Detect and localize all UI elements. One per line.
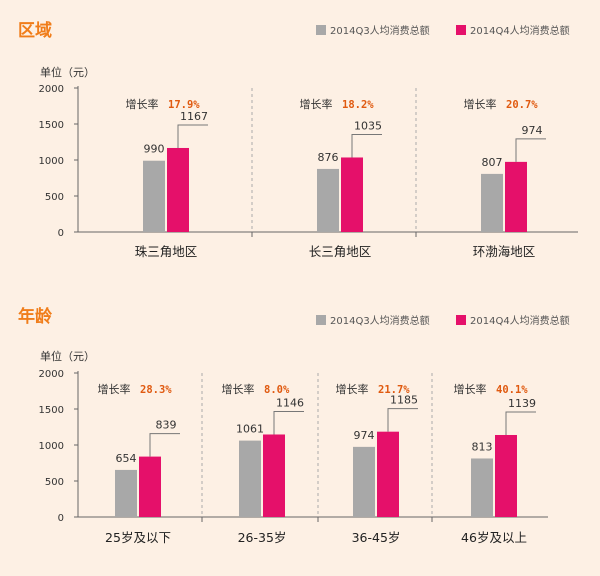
region-growth-label: 增长率 — [126, 97, 159, 111]
age-callout-line-q4 — [273, 410, 304, 435]
age-value-label-q4: 1146 — [276, 396, 304, 409]
age-y-tick-label: 2000 — [39, 369, 64, 380]
age-callout-line-q4 — [149, 433, 180, 457]
region-growth-label: 增长率 — [300, 97, 333, 111]
age-y-tick-label: 500 — [45, 477, 64, 488]
region-y-tick-label: 0 — [58, 228, 64, 239]
region-value-label-q3: 807 — [482, 156, 503, 169]
age-growth-label: 增长率 — [454, 382, 487, 396]
region-unit-label: 单位（元） — [40, 65, 95, 79]
age-growth-value: 28.3% — [140, 384, 172, 396]
age-y-tick-label: 1000 — [39, 441, 64, 452]
region-y-tick-label: 1500 — [39, 120, 64, 131]
region-value-label-q4: 1035 — [354, 119, 382, 132]
region-bar-q4 — [341, 157, 363, 232]
region-y-tick-label: 500 — [45, 192, 64, 203]
age-value-label-q3: 813 — [472, 440, 493, 453]
age-y-tick-label: 0 — [58, 513, 64, 524]
age-bar-q4 — [377, 431, 399, 517]
region-bar-q3 — [317, 168, 339, 232]
age-growth-value: 8.0% — [264, 384, 290, 396]
region-growth-value: 18.2% — [342, 99, 374, 111]
age-bar-q3 — [353, 446, 375, 517]
age-callout-line-q4 — [505, 411, 536, 435]
region-category-label: 长三角地区 — [309, 244, 372, 259]
age-bar-q4 — [495, 434, 517, 517]
region-legend-swatch-q3 — [316, 25, 326, 35]
region-section-title: 区域 — [18, 20, 52, 41]
age-growth-label: 增长率 — [336, 382, 369, 396]
age-bar-q4 — [263, 434, 285, 517]
region-bar-q3 — [143, 160, 165, 232]
age-value-label-q4: 1139 — [508, 397, 536, 410]
region-value-label-q4: 974 — [522, 124, 543, 137]
age-bar-q3 — [239, 440, 261, 517]
age-legend-swatch-q3 — [316, 315, 326, 325]
age-value-label-q3: 654 — [116, 452, 137, 465]
age-legend-label-q3: 2014Q3人均消费总额 — [330, 314, 430, 327]
region-growth-value: 20.7% — [506, 99, 538, 111]
age-growth-value: 21.7% — [378, 384, 410, 396]
age-bar-q4 — [139, 456, 161, 517]
region-y-tick-label: 1000 — [39, 156, 64, 167]
region-callout-line-q4 — [351, 133, 382, 158]
age-y-tick-label: 1500 — [39, 405, 64, 416]
age-value-label-q4: 1185 — [390, 394, 418, 407]
age-value-label-q3: 1061 — [236, 423, 264, 436]
region-legend-label-q3: 2014Q3人均消费总额 — [330, 24, 430, 37]
region-legend-swatch-q4 — [456, 25, 466, 35]
age-category-label: 26-35岁 — [238, 530, 287, 545]
age-growth-label: 增长率 — [222, 382, 255, 396]
age-value-label-q3: 974 — [354, 429, 375, 442]
age-legend-label-q4: 2014Q4人均消费总额 — [470, 314, 570, 327]
region-category-label: 环渤海地区 — [473, 244, 536, 259]
age-value-label-q4: 839 — [156, 419, 177, 432]
region-growth-value: 17.9% — [168, 99, 200, 111]
region-bar-q3 — [481, 173, 503, 232]
age-unit-label: 单位（元） — [40, 349, 95, 363]
region-growth-label: 增长率 — [464, 97, 497, 111]
age-section-title: 年龄 — [18, 306, 53, 327]
region-legend-label-q4: 2014Q4人均消费总额 — [470, 24, 570, 37]
age-category-label: 46岁及以上 — [461, 530, 527, 545]
region-callout-line-q4 — [515, 138, 546, 162]
age-bar-q3 — [115, 469, 137, 517]
region-value-label-q4: 1167 — [180, 110, 208, 123]
region-bar-q4 — [167, 147, 189, 232]
age-category-label: 25岁及以下 — [105, 530, 171, 545]
region-value-label-q3: 876 — [318, 151, 339, 164]
region-category-label: 珠三角地区 — [135, 244, 198, 259]
age-growth-value: 40.1% — [496, 384, 528, 396]
region-bar-q4 — [505, 161, 527, 232]
age-legend-swatch-q4 — [456, 315, 466, 325]
region-y-tick-label: 2000 — [39, 84, 64, 95]
age-callout-line-q4 — [387, 408, 418, 432]
age-growth-label: 增长率 — [98, 382, 131, 396]
age-bar-q3 — [471, 458, 493, 517]
region-callout-line-q4 — [177, 124, 208, 148]
age-category-label: 36-45岁 — [352, 530, 401, 545]
region-value-label-q3: 990 — [144, 143, 165, 156]
